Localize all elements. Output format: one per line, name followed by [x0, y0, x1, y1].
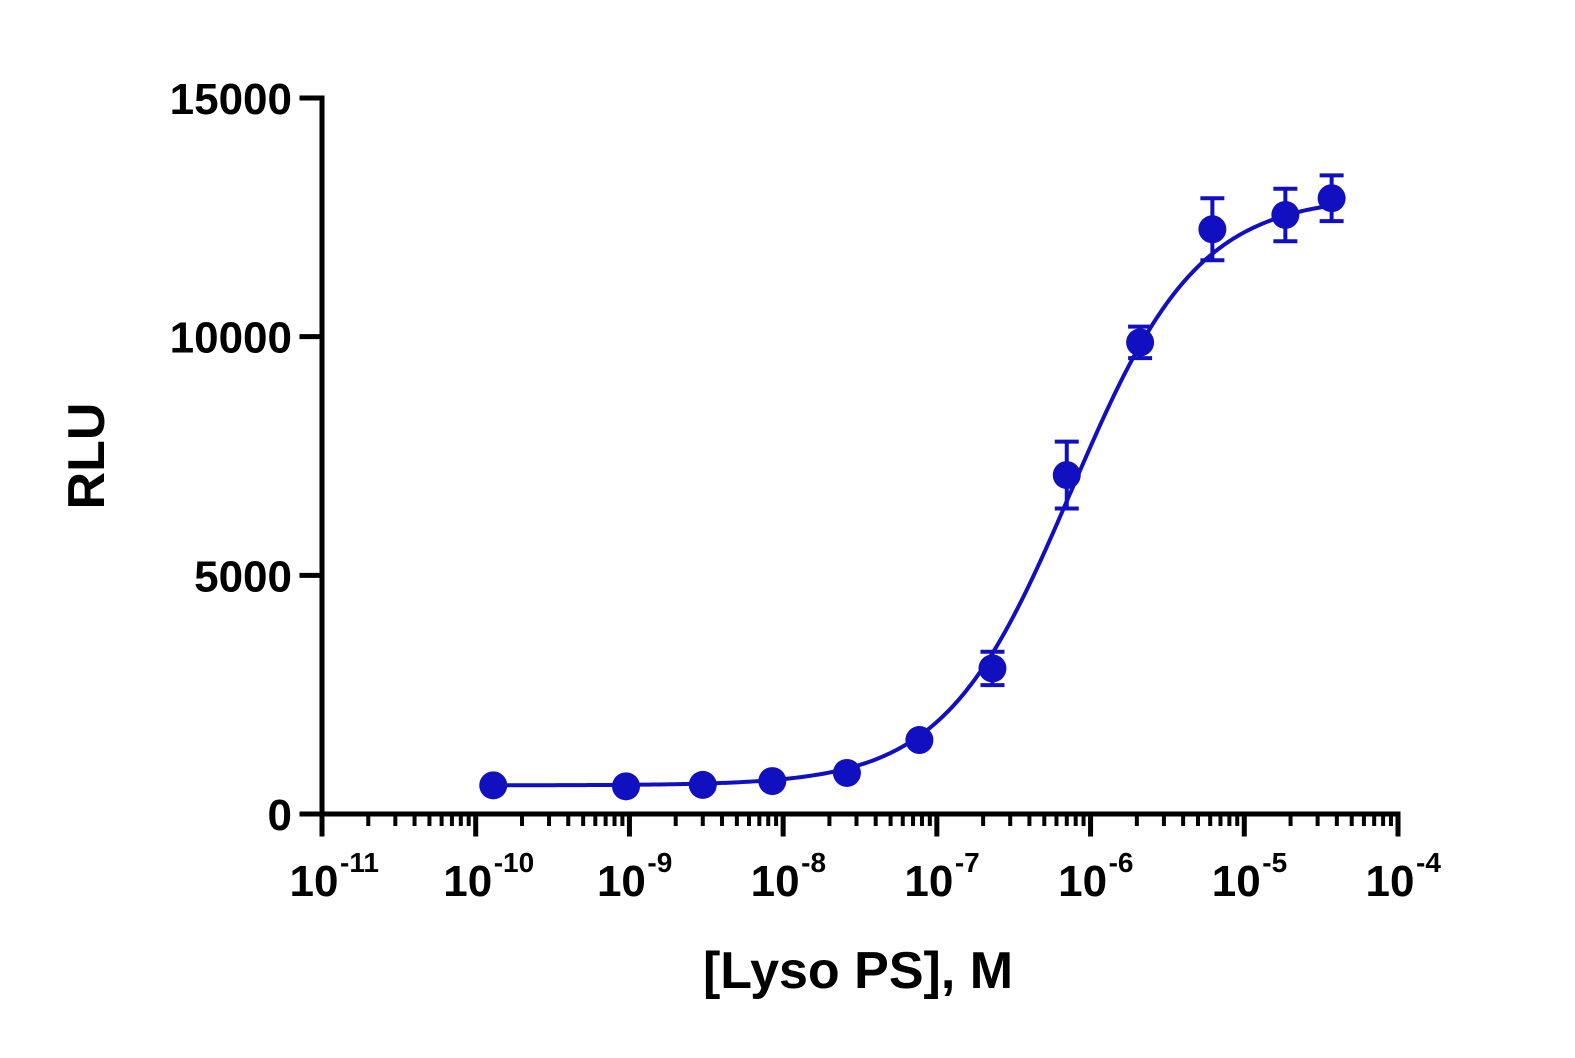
- y-tick-label: 0: [268, 791, 292, 840]
- x-tick-label: 10: [1058, 857, 1107, 906]
- x-tick-exponent: -8: [801, 847, 826, 878]
- x-tick-exponent: -7: [955, 847, 980, 878]
- data-point: [612, 772, 641, 801]
- data-point: [1198, 215, 1227, 244]
- x-tick-label: 10: [597, 857, 646, 906]
- y-tick-label: 15000: [170, 75, 292, 124]
- data-point: [1126, 328, 1155, 357]
- y-tick-label: 10000: [170, 314, 292, 363]
- data-point: [1317, 184, 1346, 213]
- x-tick-label: 10: [751, 857, 800, 906]
- x-tick-exponent: -4: [1416, 847, 1441, 878]
- x-tick-label: 10: [1212, 857, 1261, 906]
- data-point: [479, 771, 508, 800]
- data-point: [832, 758, 861, 787]
- x-tick-label: 10: [904, 857, 953, 906]
- y-axis-title: RLU: [58, 403, 116, 510]
- data-point: [688, 770, 717, 799]
- fit-curve-group: [493, 203, 1332, 788]
- error-bars: [980, 173, 1344, 688]
- data-point: [1052, 461, 1081, 490]
- x-tick-exponent: -10: [494, 847, 534, 878]
- x-axis-title: [Lyso PS], M: [703, 942, 1013, 1000]
- data-point: [758, 767, 787, 796]
- x-tick-label: 10: [290, 857, 339, 906]
- x-tick-exponent: -6: [1109, 847, 1134, 878]
- data-points: [479, 184, 1346, 801]
- x-tick-exponent: -9: [647, 847, 672, 878]
- x-tick-exponent: -11: [340, 847, 379, 878]
- fit-curve: [493, 203, 1332, 788]
- y-tick-label: 5000: [194, 552, 292, 601]
- data-point: [978, 654, 1007, 683]
- data-point: [1271, 200, 1300, 229]
- x-tick-exponent: -5: [1262, 847, 1287, 878]
- x-tick-label: 10: [443, 857, 492, 906]
- data-point: [905, 726, 934, 755]
- x-tick-label: 10: [1366, 857, 1415, 906]
